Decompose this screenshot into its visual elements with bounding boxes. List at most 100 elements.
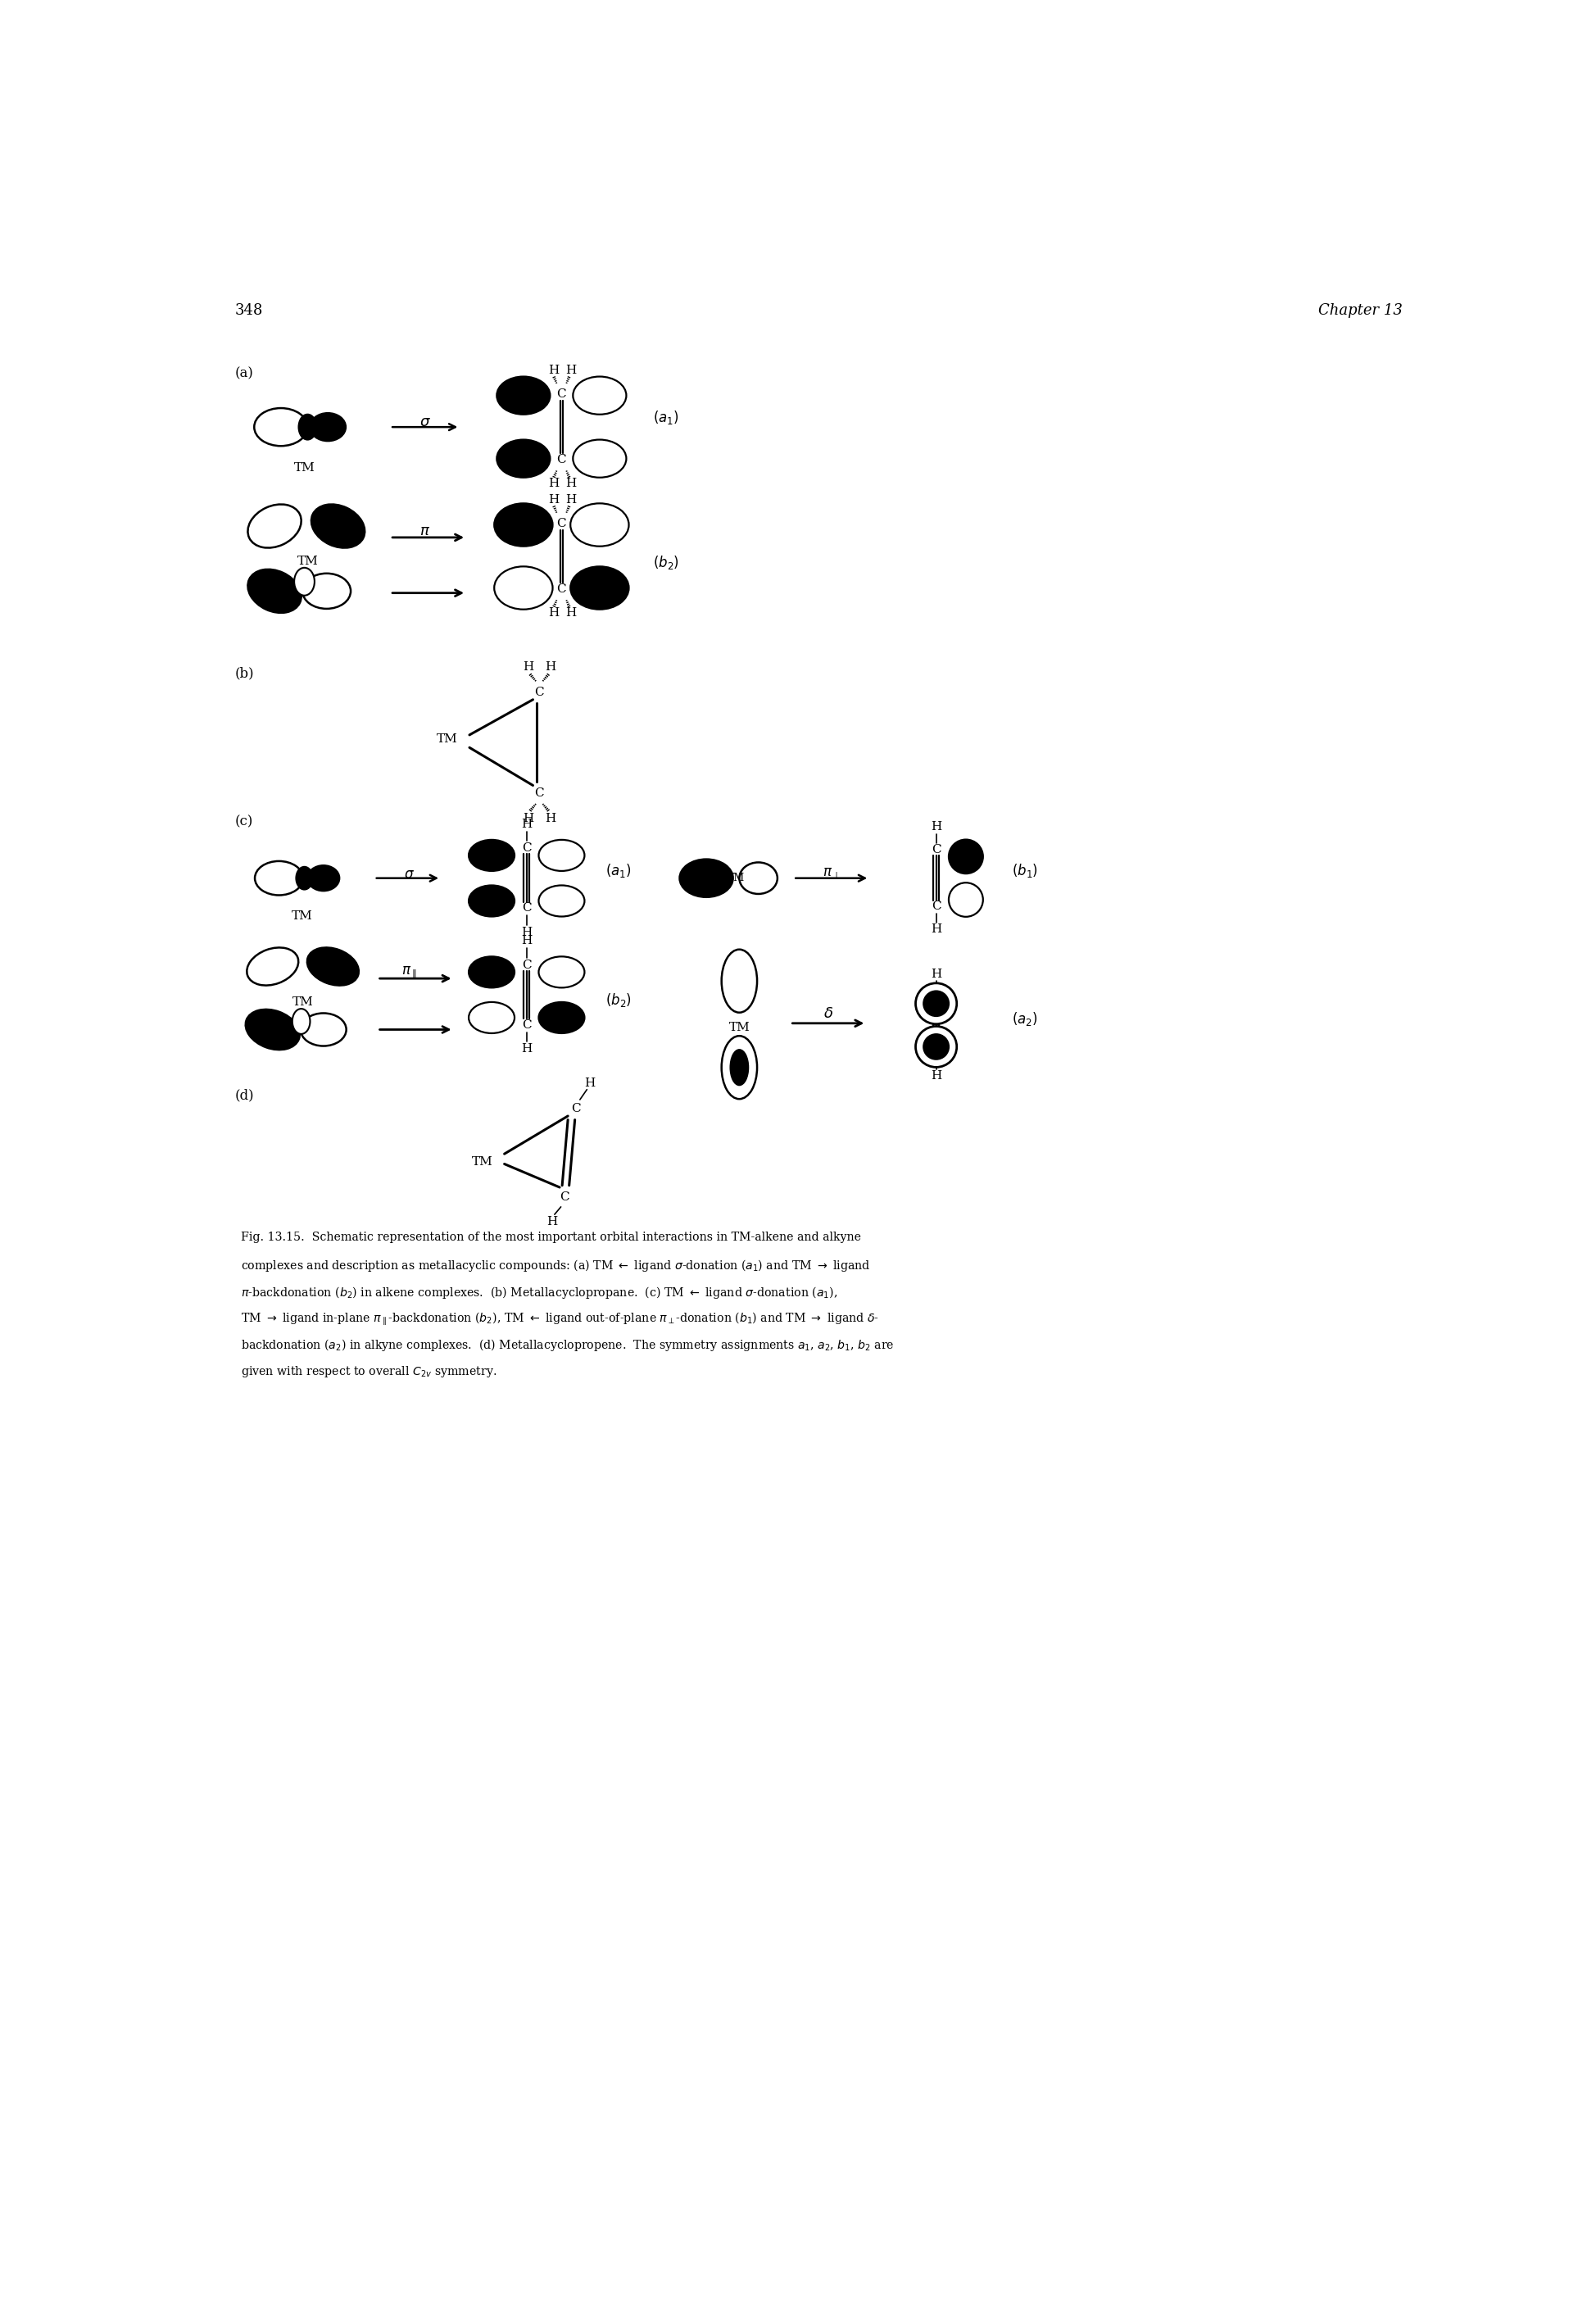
Text: TM: TM <box>290 911 313 922</box>
Text: $(b_1)$: $(b_1)$ <box>1012 862 1037 878</box>
Text: C: C <box>557 388 567 400</box>
Ellipse shape <box>302 574 351 609</box>
Ellipse shape <box>254 409 308 446</box>
Text: C: C <box>571 1103 581 1115</box>
Text: H: H <box>565 606 576 618</box>
Text: (b): (b) <box>235 667 254 681</box>
Text: TM: TM <box>292 997 313 1008</box>
Text: H: H <box>565 365 576 376</box>
Text: C: C <box>522 959 531 971</box>
Ellipse shape <box>469 841 514 871</box>
Text: TM: TM <box>728 873 744 883</box>
Ellipse shape <box>495 567 552 609</box>
Text: $(b_2)$: $(b_2)$ <box>605 992 632 1008</box>
Text: C: C <box>522 843 531 855</box>
Text: TM: TM <box>436 734 458 746</box>
Text: H: H <box>930 822 942 832</box>
Text: $\pi$: $\pi$ <box>420 523 431 539</box>
Ellipse shape <box>247 948 298 985</box>
Text: H: H <box>522 813 533 825</box>
Text: C: C <box>522 1020 531 1031</box>
Text: complexes and description as metallacyclic compounds: (a) TM $\leftarrow$ ligand: complexes and description as metallacycl… <box>241 1259 870 1273</box>
Ellipse shape <box>295 866 313 890</box>
Ellipse shape <box>680 860 733 897</box>
Ellipse shape <box>538 1001 584 1034</box>
Ellipse shape <box>573 439 626 479</box>
Text: given with respect to overall $C_{2v}$ symmetry.: given with respect to overall $C_{2v}$ s… <box>241 1364 496 1380</box>
Text: (a): (a) <box>235 367 254 381</box>
Text: $\pi_{\parallel}$: $\pi_{\parallel}$ <box>401 964 417 980</box>
Text: C: C <box>930 901 940 913</box>
Text: C: C <box>557 518 567 530</box>
Text: (d): (d) <box>235 1089 254 1103</box>
Ellipse shape <box>300 1013 346 1045</box>
Text: H: H <box>546 1217 557 1229</box>
Ellipse shape <box>739 862 777 894</box>
Text: H: H <box>547 365 559 376</box>
Text: C: C <box>557 453 567 465</box>
Text: H: H <box>544 662 555 674</box>
Text: H: H <box>520 1043 531 1055</box>
Ellipse shape <box>538 841 584 871</box>
Ellipse shape <box>573 376 626 413</box>
Text: $(a_2)$: $(a_2)$ <box>1012 1011 1037 1027</box>
Ellipse shape <box>570 504 629 546</box>
Ellipse shape <box>255 862 303 894</box>
Text: H: H <box>522 662 533 674</box>
Ellipse shape <box>922 992 948 1015</box>
Text: C: C <box>557 583 567 595</box>
Ellipse shape <box>496 376 549 413</box>
Ellipse shape <box>729 1050 749 1085</box>
Ellipse shape <box>948 839 983 873</box>
Ellipse shape <box>538 885 584 918</box>
Text: H: H <box>547 495 559 506</box>
Ellipse shape <box>247 569 302 613</box>
Ellipse shape <box>721 950 757 1013</box>
Text: H: H <box>547 606 559 618</box>
Text: TM: TM <box>728 1022 750 1034</box>
Text: H: H <box>584 1078 595 1089</box>
Text: TM $\rightarrow$ ligand in-plane $\pi_{\parallel}$-backdonation ($b_2$), TM $\le: TM $\rightarrow$ ligand in-plane $\pi_{\… <box>241 1310 878 1329</box>
Text: C: C <box>930 1048 940 1059</box>
Ellipse shape <box>311 504 364 548</box>
Text: TM: TM <box>294 462 314 474</box>
Text: H: H <box>565 495 576 506</box>
Text: $\pi_\perp$: $\pi_\perp$ <box>822 866 839 880</box>
Text: H: H <box>547 479 559 490</box>
Ellipse shape <box>948 883 983 918</box>
Ellipse shape <box>246 1011 300 1050</box>
Text: (c): (c) <box>235 815 252 829</box>
Ellipse shape <box>570 567 629 609</box>
Ellipse shape <box>469 957 514 987</box>
Text: H: H <box>930 925 942 934</box>
Ellipse shape <box>915 983 956 1024</box>
Text: H: H <box>520 818 531 829</box>
Text: $\delta$: $\delta$ <box>824 1006 833 1022</box>
Text: 348: 348 <box>235 302 263 318</box>
Ellipse shape <box>922 1034 948 1059</box>
Ellipse shape <box>469 1001 514 1034</box>
Text: H: H <box>520 936 531 948</box>
Text: C: C <box>930 843 940 855</box>
Ellipse shape <box>308 866 338 890</box>
Ellipse shape <box>310 413 345 441</box>
Text: C: C <box>930 992 940 1004</box>
Text: TM: TM <box>297 555 318 567</box>
Text: H: H <box>930 1071 942 1083</box>
Ellipse shape <box>298 413 316 439</box>
Text: Fig. 13.15.  Schematic representation of the most important orbital interactions: Fig. 13.15. Schematic representation of … <box>241 1231 860 1243</box>
Text: $\sigma$: $\sigma$ <box>404 869 415 883</box>
Ellipse shape <box>294 567 314 595</box>
Ellipse shape <box>538 957 584 987</box>
Text: $\sigma$: $\sigma$ <box>420 413 431 430</box>
Text: $(b_2)$: $(b_2)$ <box>653 555 678 571</box>
Ellipse shape <box>292 1008 310 1034</box>
Text: C: C <box>522 901 531 913</box>
Text: Chapter 13: Chapter 13 <box>1318 302 1403 318</box>
Text: H: H <box>930 969 942 980</box>
Ellipse shape <box>495 504 552 546</box>
Ellipse shape <box>496 439 549 479</box>
Text: $\pi$-backdonation ($b_2$) in alkene complexes.  (b) Metallacyclopropane.  (c) T: $\pi$-backdonation ($b_2$) in alkene com… <box>241 1285 836 1301</box>
Ellipse shape <box>306 948 359 985</box>
Text: H: H <box>520 927 531 938</box>
